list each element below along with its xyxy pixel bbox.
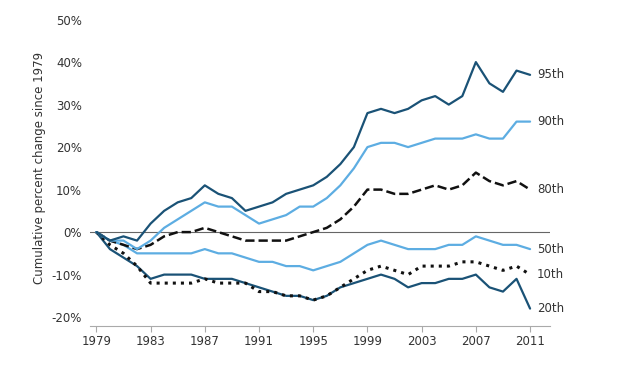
Text: 95th: 95th — [537, 68, 564, 81]
Text: 50th: 50th — [537, 243, 564, 256]
Y-axis label: Cumulative percent change since 1979: Cumulative percent change since 1979 — [33, 52, 46, 285]
Text: 20th: 20th — [537, 302, 564, 315]
Text: 80th: 80th — [537, 183, 564, 196]
Text: 10th: 10th — [537, 268, 564, 281]
Text: 90th: 90th — [537, 115, 564, 128]
